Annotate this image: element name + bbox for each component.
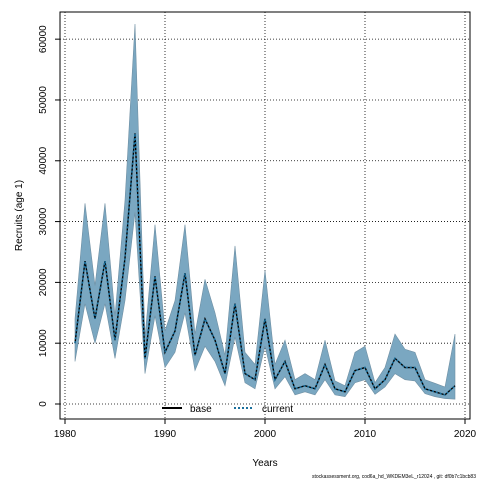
x-tick-label-1990: 1990 xyxy=(154,429,177,440)
x-axis: 1980 1990 2000 2010 2020 xyxy=(54,419,477,440)
y-tick-label-40000: 40000 xyxy=(38,146,49,174)
y-tick-label-20000: 20000 xyxy=(38,268,49,296)
x-tick-label-2000: 2000 xyxy=(254,429,277,440)
y-tick-label-30000: 30000 xyxy=(38,207,49,235)
x-axis-label: Years xyxy=(252,458,277,469)
y-tick-label-10000: 10000 xyxy=(38,329,49,357)
y-axis: 0 10000 20000 30000 40000 50000 60000 xyxy=(38,25,60,407)
y-axis-label: Recruits (age 1) xyxy=(14,180,25,251)
y-tick-label-0: 0 xyxy=(38,401,49,407)
series-line-current xyxy=(74,133,456,396)
legend: base current xyxy=(162,404,293,415)
footer-credit: stockassessment.org, cod6a_hd_WKDEM3eL_r… xyxy=(312,474,476,480)
legend-label-current: current xyxy=(262,404,293,415)
y-tick-label-50000: 50000 xyxy=(38,86,49,114)
x-tick-label-2020: 2020 xyxy=(454,429,477,440)
legend-label-base: base xyxy=(190,404,212,415)
x-tick-label-1980: 1980 xyxy=(54,429,77,440)
x-tick-label-2010: 2010 xyxy=(354,429,377,440)
confidence-band xyxy=(74,23,456,400)
y-tick-label-60000: 60000 xyxy=(38,25,49,53)
